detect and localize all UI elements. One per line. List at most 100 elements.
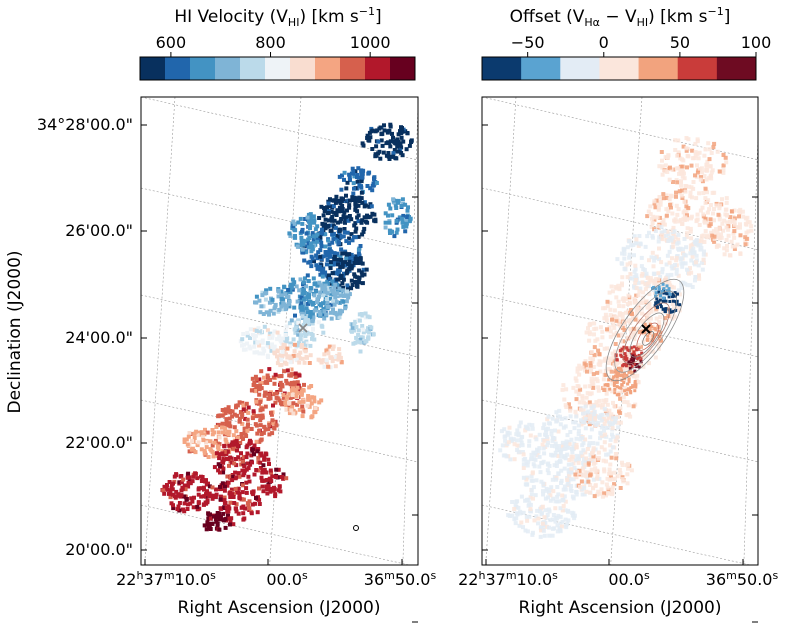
- velocity-pixel: [393, 203, 398, 208]
- offset-pixel: [583, 426, 588, 431]
- offset-pixel: [685, 217, 689, 222]
- velocity-pixel: [284, 476, 289, 481]
- velocity-pixel: [358, 349, 363, 354]
- offset-pixel: [621, 339, 626, 344]
- offset-pixel: [617, 386, 621, 390]
- offset-pixel: [620, 333, 625, 338]
- offset-pixel: [519, 520, 524, 525]
- velocity-pixel: [249, 453, 254, 458]
- offset-pixel: [620, 460, 624, 465]
- offset-pixel: [627, 360, 631, 364]
- offset-pixel: [624, 362, 628, 366]
- velocity-pixel: [341, 271, 346, 276]
- velocity-pixel: [335, 277, 340, 282]
- offset-pixel: [668, 308, 672, 312]
- velocity-pixel: [353, 221, 358, 226]
- offset-pixel: [658, 199, 663, 204]
- colorbar-bin: [677, 57, 718, 80]
- velocity-pixel: [216, 413, 221, 418]
- velocity-pixel: [328, 310, 333, 315]
- offset-pixel: [602, 447, 607, 452]
- offset-pixel: [555, 494, 560, 499]
- offset-pixel: [538, 470, 543, 475]
- offset-pixel: [677, 219, 682, 224]
- offset-pixel: [696, 263, 701, 268]
- offset-pixel: [724, 200, 729, 205]
- velocity-pixel: [333, 270, 338, 275]
- offset-pixel: [557, 444, 561, 448]
- velocity-pixel: [292, 342, 297, 347]
- velocity-pixel: [273, 400, 278, 405]
- offset-pixel: [607, 420, 612, 425]
- offset-pixel: [551, 496, 556, 501]
- offset-pixel: [600, 329, 605, 334]
- velocity-pixel: [253, 389, 257, 393]
- velocity-pixel: [318, 235, 323, 240]
- offset-pixel: [634, 293, 639, 298]
- velocity-pixel: [344, 252, 349, 257]
- offset-pixel: [665, 292, 669, 296]
- velocity-pixel: [272, 485, 276, 490]
- offset-pixel: [520, 450, 525, 454]
- offset-pixel: [551, 489, 556, 494]
- offset-pixel: [568, 408, 573, 413]
- velocity-pixel: [307, 245, 311, 250]
- offset-pixel: [612, 325, 617, 330]
- velocity-pixel: [195, 504, 200, 509]
- offset-pixel: [712, 234, 717, 239]
- offset-pixel: [541, 446, 546, 451]
- offset-pixel: [657, 285, 661, 289]
- velocity-pixel: [401, 139, 406, 144]
- velocity-pixel: [351, 169, 356, 174]
- offset-pixel: [591, 420, 596, 425]
- offset-pixel: [590, 451, 595, 456]
- offset-pixel: [653, 215, 657, 220]
- offset-pixel: [584, 489, 589, 494]
- offset-pixel: [665, 284, 669, 288]
- offset-pixel: [620, 251, 625, 256]
- velocity-pixel: [242, 471, 247, 476]
- right-x-axis-label: Right Ascension (J2000): [519, 598, 722, 618]
- velocity-pixel: [227, 491, 232, 496]
- offset-pixel: [604, 452, 609, 457]
- offset-pixel: [610, 381, 615, 386]
- velocity-pixel: [400, 129, 405, 134]
- offset-pixel: [555, 529, 560, 534]
- offset-pixel: [617, 366, 620, 370]
- offset-pixel: [630, 352, 634, 356]
- velocity-pixel: [274, 423, 279, 428]
- offset-pixel: [695, 217, 700, 222]
- velocity-pixel: [257, 329, 262, 334]
- offset-pixel: [554, 464, 559, 468]
- offset-pixel: [531, 496, 535, 501]
- offset-pixel: [720, 197, 724, 202]
- velocity-pixel: [267, 300, 272, 305]
- velocity-pixel: [370, 147, 375, 151]
- offset-pixel: [639, 357, 643, 361]
- velocity-pixel: [320, 324, 325, 329]
- velocity-pixel: [317, 216, 322, 220]
- velocity-pixel: [214, 492, 219, 497]
- velocity-pixel: [341, 197, 345, 202]
- velocity-pixel: [348, 266, 353, 270]
- velocity-pixel: [272, 350, 277, 355]
- offset-pixel: [640, 351, 644, 355]
- velocity-pixel: [240, 490, 245, 495]
- velocity-pixel: [336, 262, 340, 267]
- velocity-pixel: [227, 443, 232, 448]
- offset-pixel: [613, 419, 618, 424]
- velocity-pixel: [322, 352, 327, 357]
- colorbar-bin: [482, 57, 522, 80]
- velocity-pixel: [341, 214, 346, 219]
- offset-pixel: [637, 289, 642, 294]
- offset-pixel: [699, 246, 704, 251]
- offset-pixel: [591, 461, 596, 466]
- velocity-pixel: [310, 395, 315, 400]
- offset-pixel: [664, 196, 669, 200]
- offset-pixel: [591, 404, 596, 409]
- offset-pixel: [543, 496, 548, 501]
- velocity-pixel: [264, 379, 269, 384]
- velocity-pixel: [259, 432, 264, 437]
- velocity-pixel: [292, 327, 297, 332]
- velocity-pixel: [355, 209, 360, 214]
